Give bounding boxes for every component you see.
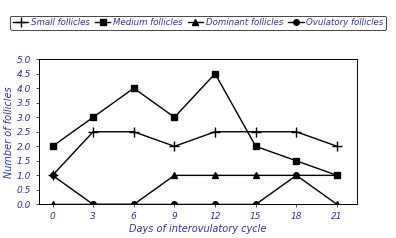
Y-axis label: Number of follicles: Number of follicles bbox=[4, 86, 14, 178]
Dominant follicles bbox=[91, 203, 95, 206]
Medium follicles bbox=[213, 72, 217, 75]
Dominant follicles bbox=[335, 203, 339, 206]
Ovulatory follicles bbox=[294, 174, 299, 177]
Ovulatory follicles bbox=[335, 174, 339, 177]
Medium follicles bbox=[335, 174, 339, 177]
Line: Ovulatory follicles: Ovulatory follicles bbox=[50, 173, 340, 207]
Medium follicles bbox=[91, 116, 95, 119]
Medium follicles bbox=[50, 145, 55, 148]
Ovulatory follicles bbox=[50, 174, 55, 177]
Small follicles bbox=[335, 145, 339, 148]
Dominant follicles bbox=[172, 174, 177, 177]
Small follicles bbox=[91, 130, 95, 133]
Small follicles bbox=[172, 145, 177, 148]
Legend: Small follicles, Medium follicles, Dominant follicles, Ovulatory follicles: Small follicles, Medium follicles, Domin… bbox=[10, 15, 386, 30]
Small follicles bbox=[131, 130, 136, 133]
Ovulatory follicles bbox=[131, 203, 136, 206]
Medium follicles bbox=[131, 87, 136, 90]
Small follicles bbox=[253, 130, 258, 133]
Small follicles bbox=[50, 174, 55, 177]
Dominant follicles bbox=[131, 203, 136, 206]
Medium follicles bbox=[294, 159, 299, 162]
Line: Medium follicles: Medium follicles bbox=[50, 71, 340, 178]
Ovulatory follicles bbox=[172, 203, 177, 206]
Small follicles bbox=[294, 130, 299, 133]
Ovulatory follicles bbox=[91, 203, 95, 206]
Ovulatory follicles bbox=[253, 203, 258, 206]
Dominant follicles bbox=[213, 174, 217, 177]
Dominant follicles bbox=[294, 174, 299, 177]
Small follicles bbox=[213, 130, 217, 133]
Line: Dominant follicles: Dominant follicles bbox=[50, 173, 340, 207]
Line: Small follicles: Small follicles bbox=[48, 127, 342, 180]
Medium follicles bbox=[172, 116, 177, 119]
X-axis label: Days of interovulatory cycle: Days of interovulatory cycle bbox=[129, 224, 267, 234]
Medium follicles bbox=[253, 145, 258, 148]
Dominant follicles bbox=[253, 174, 258, 177]
Dominant follicles bbox=[50, 203, 55, 206]
Ovulatory follicles bbox=[213, 203, 217, 206]
